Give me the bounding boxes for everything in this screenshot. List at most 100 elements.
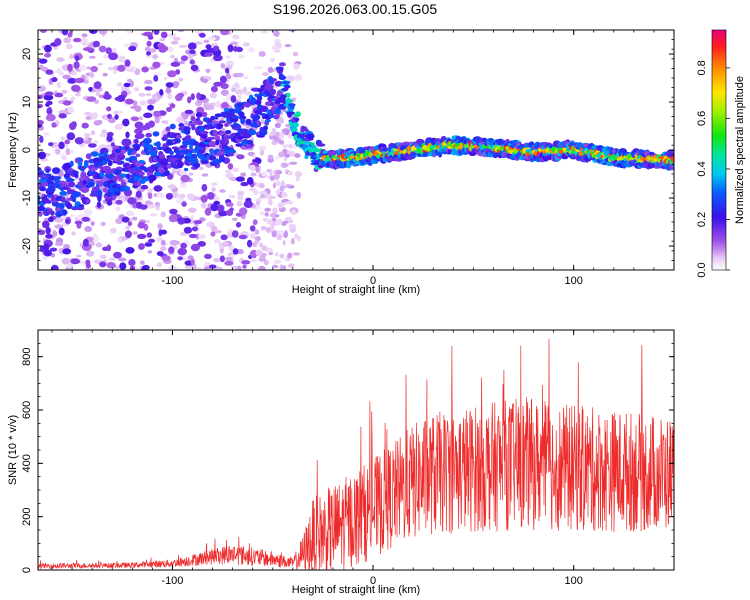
heatmap-cell — [250, 258, 258, 263]
heatmap-cell — [146, 51, 151, 56]
heatmap-cell — [159, 89, 164, 96]
heatmap-cell — [232, 248, 239, 255]
heatmap-cell — [254, 66, 263, 70]
heatmap-cell — [144, 86, 153, 91]
heatmap-cell — [159, 153, 165, 160]
heatmap-cell — [172, 83, 179, 89]
heatmap-cell — [163, 76, 168, 81]
heatmap-cell — [198, 234, 206, 240]
heatmap-cell — [136, 233, 147, 240]
heatmap-cell — [168, 214, 178, 223]
heatmap-cell — [138, 92, 146, 97]
heatmap-cell — [165, 192, 173, 200]
heatmap-cell — [95, 90, 101, 97]
heatmap-cell — [201, 160, 209, 164]
heatmap-cell — [195, 41, 203, 45]
heatmap-cell — [144, 79, 153, 85]
heatmap-cell — [81, 33, 88, 38]
heatmap-cell — [127, 197, 137, 205]
heatmap-cell — [258, 129, 268, 136]
heatmap-cell — [225, 130, 232, 134]
heatmap-cell — [230, 87, 237, 93]
heatmap-cell — [220, 102, 229, 109]
heatmap-cell — [295, 176, 300, 182]
heatmap-cell — [180, 55, 188, 62]
heatmap-cell — [60, 136, 66, 141]
heatmap-cell — [71, 84, 81, 92]
heatmap-cell — [210, 225, 218, 232]
heatmap-cell — [286, 75, 295, 82]
heatmap-cell — [271, 45, 279, 51]
heatmap-cell — [219, 255, 225, 263]
heatmap-cell — [138, 243, 145, 250]
heatmap-cell — [286, 200, 294, 205]
heatmap-cell — [233, 123, 241, 128]
heatmap-cell — [201, 183, 208, 192]
heatmap-cell — [84, 111, 92, 116]
heatmap-cell — [38, 85, 46, 92]
heatmap-cell — [51, 77, 58, 83]
heatmap-cell — [255, 166, 260, 173]
heatmap-cell — [132, 216, 138, 221]
heatmap-cell — [170, 61, 181, 67]
heatmap-cell — [258, 145, 266, 151]
heatmap-cell — [59, 202, 65, 210]
heatmap-cell — [66, 178, 75, 183]
heatmap-cell — [48, 216, 54, 223]
heatmap-cell — [284, 44, 292, 48]
heatmap-cell — [246, 239, 253, 248]
heatmap-cell — [61, 89, 68, 94]
heatmap-cell — [184, 109, 194, 115]
heatmap-cell — [200, 194, 208, 203]
heatmap-cell — [112, 47, 117, 55]
heatmap-cell — [113, 168, 122, 176]
heatmap-cell — [63, 244, 70, 250]
heatmap-cell — [278, 151, 285, 158]
heatmap-cell — [279, 253, 285, 259]
heatmap-cell — [65, 148, 71, 156]
snr-x-axis-label: Height of straight line (km) — [292, 584, 420, 596]
heatmap-cell — [281, 80, 291, 85]
heatmap-cell — [205, 68, 211, 74]
heatmap-cell — [302, 140, 311, 144]
heatmap-cell — [230, 176, 237, 182]
heatmap-cell — [90, 151, 99, 157]
heatmap-cell — [103, 54, 109, 60]
heatmap-cell — [269, 195, 277, 199]
heatmap-cell — [99, 171, 105, 178]
heatmap-cell — [191, 226, 198, 232]
heatmap-cell — [73, 37, 82, 43]
heatmap-cell — [147, 193, 153, 200]
y-tick-label: 20 — [21, 48, 33, 60]
heatmap-cell — [229, 253, 235, 258]
heatmap-cell — [136, 201, 143, 209]
heatmap-cell — [108, 257, 116, 261]
heatmap-cell — [270, 78, 277, 82]
heatmap-cell — [77, 157, 83, 161]
heatmap-cell — [154, 116, 160, 120]
heatmap-cell — [187, 42, 197, 50]
heatmap-cell — [256, 120, 261, 126]
heatmap-cell — [115, 217, 123, 225]
heatmap-cell — [156, 251, 164, 257]
heatmap-cell — [91, 235, 100, 243]
heatmap-cell — [160, 211, 166, 218]
heatmap-cell — [92, 40, 100, 48]
heatmap-cell — [268, 221, 274, 225]
heatmap-cell — [281, 221, 287, 226]
heatmap-cell — [216, 204, 225, 212]
heatmap-cell — [100, 221, 106, 227]
heatmap-cell — [193, 162, 201, 169]
heatmap-cell — [205, 44, 212, 50]
heatmap-cell — [178, 77, 183, 82]
heatmap-cell — [196, 92, 201, 100]
heatmap-cell — [276, 189, 281, 195]
heatmap-cell — [235, 46, 243, 53]
heatmap-cell — [74, 171, 79, 175]
heatmap-cell — [102, 246, 109, 251]
heatmap-cell — [164, 147, 172, 153]
heatmap-cell — [264, 207, 271, 212]
heatmap-cell — [143, 112, 153, 119]
heatmap-cell — [237, 94, 242, 101]
colorbar: 0.0 0.2 0.4 0.6 0.8 Normalized spectral ampl… — [696, 29, 746, 278]
